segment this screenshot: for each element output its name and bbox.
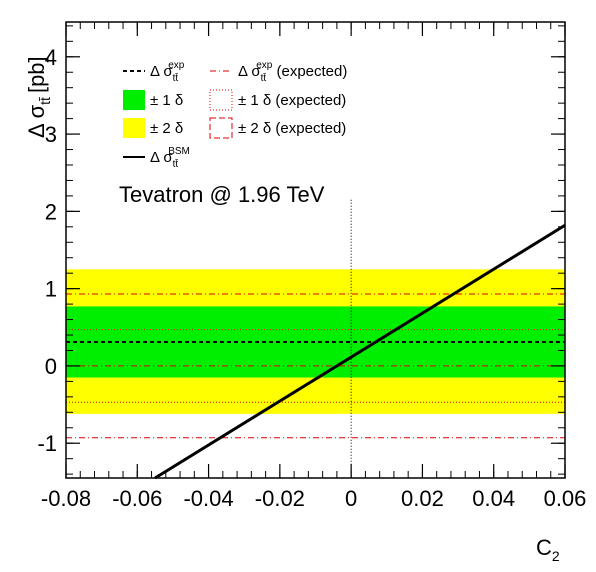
plot-border — [65, 21, 566, 479]
legend-label: Δ σtt̄BSM — [150, 146, 190, 170]
x-tick-label: -0.02 — [255, 486, 305, 511]
y-tick-label: 3 — [45, 122, 57, 147]
legend-label: ± 1 δ — [150, 92, 183, 109]
legend-label-sub: tt̄ — [173, 72, 179, 84]
x-tick-label: -0.06 — [112, 486, 162, 511]
y-tick-label: 4 — [45, 45, 57, 70]
legend-swatch-2sigma — [123, 118, 145, 138]
y-tick-label: -1 — [37, 431, 57, 456]
uncertainty-bands — [66, 269, 565, 414]
legend-label-suffix: (expected) — [271, 120, 346, 137]
band-1sigma — [66, 306, 565, 378]
legend-label: Δ σtt̄exp (expected) — [238, 60, 347, 84]
legend-swatch-expected-1sigma — [209, 89, 233, 111]
annotation-text: Tevatron @ 1.96 TeV — [119, 182, 325, 207]
legend-label-sub: tt̄ — [261, 72, 267, 84]
legend-label-main: Δ σ — [238, 63, 261, 80]
legend-label: ± 1 δ (expected) — [238, 92, 346, 109]
legend-label: ± 2 δ (expected) — [238, 120, 346, 137]
x-axis-title-sub: 2 — [552, 548, 560, 564]
legend-swatch-1sigma — [123, 90, 145, 110]
y-axis-title-base: Δ σ — [24, 104, 49, 138]
legend-label-sup: exp — [168, 60, 185, 71]
x-tick-label: -0.04 — [183, 486, 233, 511]
legend-label: Δ σtt̄exp — [150, 60, 185, 84]
y-tick-label: 2 — [45, 199, 57, 224]
reference-lines — [66, 199, 566, 480]
x-tick-label: 0.06 — [544, 486, 587, 511]
y-axis-title-sub: tt̄ — [37, 97, 53, 105]
legend-label-main: Δ σ — [150, 63, 173, 80]
axis-ticks: -0.08 -0.06 -0.04 -0.02 0 0.02 0.04 0.06 -1 0 1 2 3 4 — [37, 22, 586, 511]
y-tick-label: 0 — [45, 354, 57, 379]
legend-label-suffix: (expected) — [271, 92, 346, 109]
legend-label-main: ± 2 δ — [150, 120, 183, 137]
legend-label-sup: exp — [256, 60, 273, 71]
legend-label-suffix: (expected) — [272, 63, 347, 80]
legend-label-main: ± 2 δ — [238, 120, 271, 137]
legend-label-sub: tt̄ — [173, 158, 179, 170]
legend: Δ σtt̄exp Δ σtt̄exp (expected)± 1 δ ± 1 δ … — [123, 60, 347, 170]
legend-label-main: Δ σ — [150, 149, 173, 166]
y-axis-title: Δ σtt̄ [pb] — [24, 56, 53, 138]
x-tick-label: 0.04 — [472, 486, 515, 511]
legend-label: ± 2 δ — [150, 120, 183, 137]
legend-label-main: ± 1 δ — [238, 92, 271, 109]
x-axis-title: C2 — [536, 535, 560, 564]
x-tick-label: 0.02 — [401, 486, 444, 511]
x-tick-label: -0.08 — [41, 486, 91, 511]
legend-swatch-expected-2sigma — [209, 117, 233, 139]
y-axis-title-unit: [pb] — [24, 56, 49, 93]
x-tick-label: 0 — [345, 486, 357, 511]
x-axis-title-base: C — [536, 535, 552, 560]
y-tick-label: 1 — [45, 277, 57, 302]
bsm-line — [154, 223, 566, 480]
plot-frame — [65, 21, 566, 479]
legend-label-sup: BSM — [168, 146, 190, 157]
legend-label-main: ± 1 δ — [150, 92, 183, 109]
